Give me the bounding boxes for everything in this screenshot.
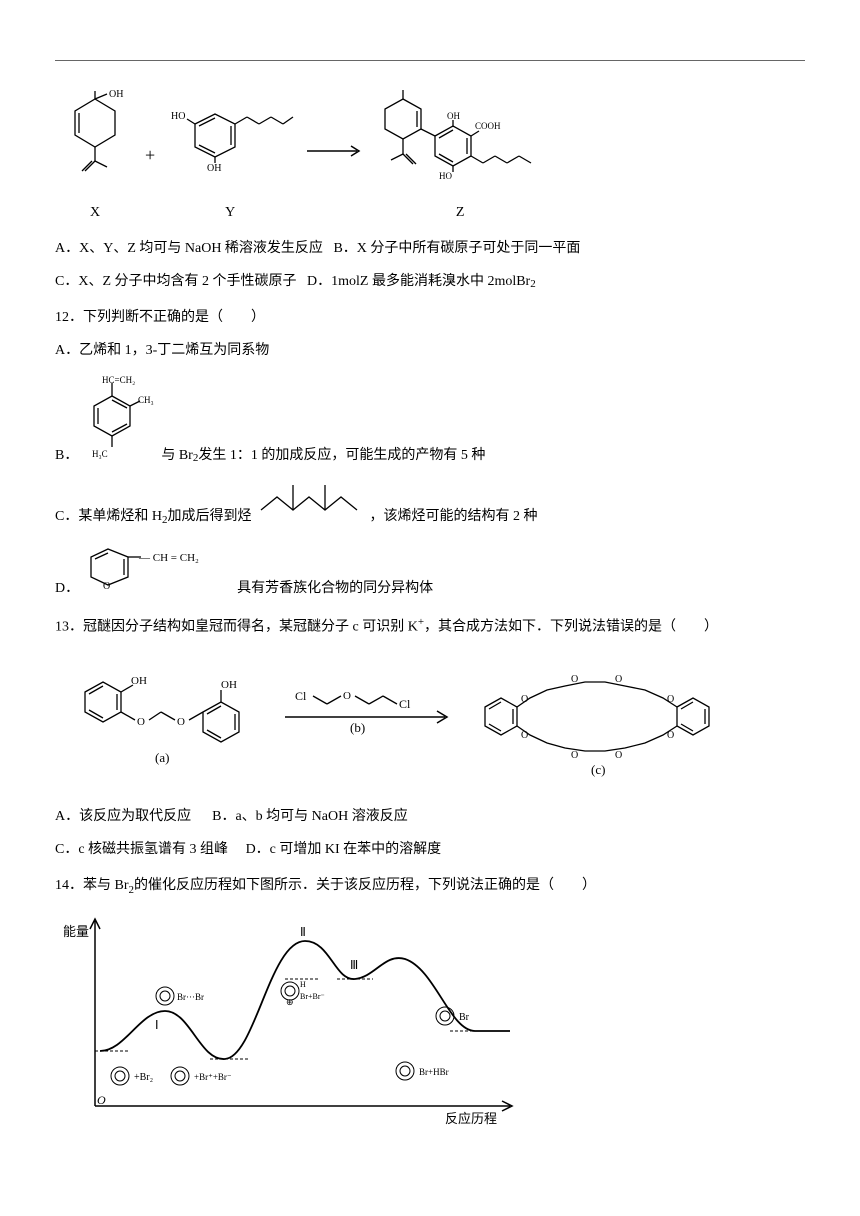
svg-text:⊕: ⊕ <box>286 997 294 1007</box>
q12-optB: B． HC=CH₂ CH₃ H₃C 与 Br2发生 1：1 的加成反应，可能生成… <box>55 371 805 470</box>
q13-optA-B: A．该反应为取代反应 B．a、b 均可与 NaOH 溶液反应 <box>55 804 805 831</box>
structure-y: HO OH Y <box>165 99 295 226</box>
q12-optA: A．乙烯和 1，3-丁二烯互为同系物 <box>55 338 805 365</box>
arrow-icon <box>299 138 371 172</box>
svg-text:+Br⁺+Br⁻: +Br⁺+Br⁻ <box>194 1072 232 1082</box>
svg-text:Ⅲ: Ⅲ <box>350 958 358 972</box>
svg-text:O: O <box>343 690 351 702</box>
svg-text:O: O <box>521 694 528 705</box>
structure-x: OH X <box>55 89 135 226</box>
styrene-structure: HC=CH₂ CH₃ H₃C <box>82 371 157 470</box>
svg-text:Ⅱ: Ⅱ <box>300 925 306 939</box>
q14-energy-diagram: 能量 反应历程 Ⅰ Ⅱ Ⅲ +Br₂ Br···Br +Br⁺+Br⁻ H Br… <box>55 911 805 1142</box>
svg-text:Ⅰ: Ⅰ <box>155 1018 159 1032</box>
q11-optA-B: A．X、Y、Z 均可与 NaOH 稀溶液发生反应 B．X 分子中所有碳原子可处于… <box>55 236 805 263</box>
svg-text:O: O <box>571 750 578 761</box>
svg-text:Cl: Cl <box>399 697 411 711</box>
svg-text:Br+HBr: Br+HBr <box>419 1067 449 1077</box>
q13-reaction: OH O O OH (a) Cl O Cl (b) O O O O O <box>55 652 805 793</box>
svg-text:HC=CH₂: HC=CH₂ <box>102 375 135 385</box>
svg-text:O: O <box>521 730 528 741</box>
q11-optC-D: C．X、Z 分子中均含有 2 个手性碳原子 D．1molZ 最多能消耗溴水中 2… <box>55 269 805 296</box>
svg-text:HO: HO <box>171 111 185 122</box>
svg-text:+Br₂: +Br₂ <box>134 1072 153 1083</box>
plus-sign: + <box>139 138 161 172</box>
svg-text:Cl: Cl <box>295 689 307 703</box>
svg-text:O: O <box>137 716 145 728</box>
svg-text:Br: Br <box>459 1012 470 1023</box>
svg-text:O: O <box>103 581 110 592</box>
q14-stem: 14．苯与 Br2的催化反应历程如下图所示．关于该反应历程，下列说法正确的是（ … <box>55 873 805 901</box>
svg-text:O: O <box>667 694 674 705</box>
svg-text:OH: OH <box>207 163 221 174</box>
svg-text:— CH = CH₂: — CH = CH₂ <box>138 552 199 564</box>
svg-text:O: O <box>97 1093 106 1107</box>
alkane-structure <box>255 475 365 531</box>
structure-z: OH HO COOH Z <box>375 84 545 226</box>
svg-text:COOH: COOH <box>475 121 501 131</box>
y-axis-label: 能量 <box>63 924 89 939</box>
svg-text:H₃C: H₃C <box>92 449 108 459</box>
x-label: X <box>55 200 135 227</box>
svg-text:(b): (b) <box>350 720 365 735</box>
svg-text:O: O <box>615 674 622 685</box>
svg-text:(a): (a) <box>155 750 169 765</box>
y-label: Y <box>165 200 295 227</box>
svg-text:H: H <box>300 980 306 989</box>
svg-text:OH: OH <box>221 679 237 691</box>
q12-stem: 12．下列判断不正确的是（ ） <box>55 305 805 332</box>
svg-text:O: O <box>571 674 578 685</box>
svg-text:Br+Br⁻: Br+Br⁻ <box>300 992 325 1001</box>
svg-text:Br···Br: Br···Br <box>177 992 204 1002</box>
svg-text:HO: HO <box>439 171 452 181</box>
svg-text:(c): (c) <box>591 762 605 777</box>
q12-optC: C．某单烯烃和 H2加成后得到烃 ，该烯烃可能的结构有 2 种 <box>55 475 805 531</box>
svg-text:OH: OH <box>109 89 123 100</box>
pyran-structure: O — CH = CH₂ <box>83 537 233 603</box>
svg-text:OH: OH <box>447 111 460 121</box>
svg-text:O: O <box>177 716 185 728</box>
q11-reaction: OH X + HO OH Y <box>55 84 805 226</box>
x-axis-label: 反应历程 <box>445 1111 497 1126</box>
q12-optD: D． O — CH = CH₂ 具有芳香族化合物的同分异构体 <box>55 537 805 603</box>
svg-text:OH: OH <box>131 675 147 687</box>
svg-text:CH₃: CH₃ <box>138 395 154 405</box>
q13-stem: 13．冠醚因分子结构如皇冠而得名，某冠醚分子 c 可识别 K+，其合成方法如下．… <box>55 612 805 641</box>
z-label: Z <box>375 200 545 227</box>
q13-optC-D: C．c 核磁共振氢谱有 3 组峰 D．c 可增加 KI 在苯中的溶解度 <box>55 837 805 864</box>
svg-text:O: O <box>667 730 674 741</box>
svg-text:O: O <box>615 750 622 761</box>
